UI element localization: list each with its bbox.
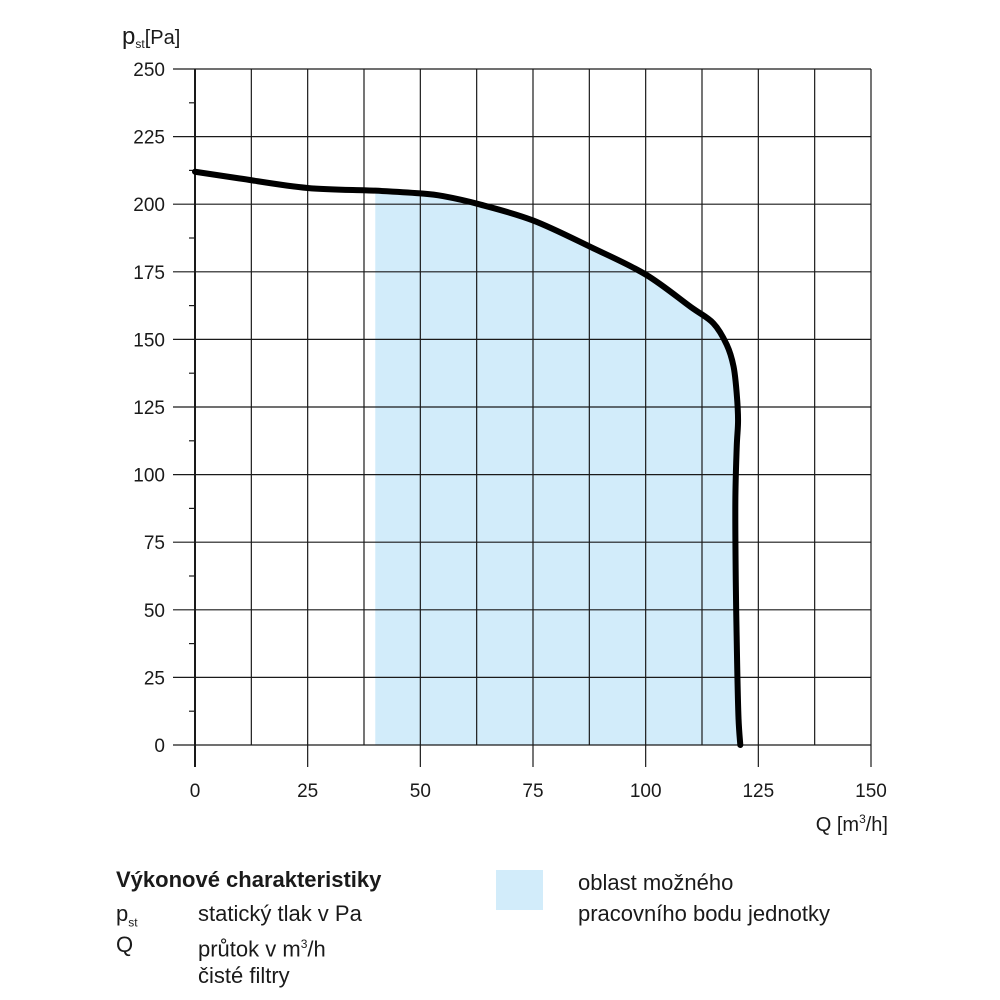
legend-symbol-p: p	[116, 901, 129, 926]
y-tick-label: 100	[133, 466, 165, 487]
legend-title: Výkonové charakteristiky	[116, 867, 382, 892]
y-tick-label: 25	[144, 668, 165, 689]
x-tick-label: 100	[630, 781, 662, 802]
x-tick-label: 125	[742, 781, 774, 802]
y-axis-label-unit: [Pa]	[145, 27, 181, 49]
y-tick-label: 200	[133, 195, 165, 216]
legend-description-pressure: statický tlak v Pa	[198, 901, 362, 926]
legend-description-filters: čisté filtry	[198, 963, 290, 988]
y-tick-label: 225	[133, 128, 165, 149]
operating-area	[375, 190, 741, 745]
operating-area-label-line2: pracovního bodu jednotky	[578, 901, 830, 926]
y-tick-label: 150	[133, 330, 165, 351]
x-tick-label: 0	[190, 781, 201, 802]
legend-symbol-pst: pst	[116, 898, 138, 938]
x-axis-label: Q [m3/h]	[816, 812, 888, 836]
tick-labels-layer: 0 25 50 75 100 125 150 175 200 225 250 0 25 50 75 100 12…	[133, 60, 887, 802]
x-axis-label-sup: 3	[859, 812, 866, 826]
legend-description-flow-sup: 3	[300, 937, 308, 951]
operating-area-legend-label: oblast možného pracovního bodu jednotky	[578, 867, 830, 929]
y-tick-label: 50	[144, 601, 165, 622]
performance-curve	[192, 168, 744, 748]
legend-description-flow: průtok v m3/h	[198, 929, 326, 964]
legend-description-flow-tail: /h	[307, 936, 326, 962]
x-axis-label-main: Q [m	[816, 814, 859, 836]
y-tick-label: 125	[133, 398, 165, 419]
y-tick-label: 75	[144, 533, 165, 554]
legend-symbol-st: st	[128, 915, 138, 930]
grid-layer	[173, 68, 872, 767]
operating-area-label-line1: oblast možného	[578, 870, 734, 895]
curve-layer	[192, 168, 744, 748]
x-axis-label-tail: /h]	[866, 814, 888, 836]
operating-area-swatch	[496, 870, 543, 910]
operating-area-layer	[375, 190, 741, 745]
y-tick-label: 0	[154, 736, 165, 757]
legend-description-flow-main: průtok v m	[198, 936, 301, 962]
x-tick-label: 75	[522, 781, 543, 802]
y-axis-label: pst[Pa]	[122, 23, 180, 51]
y-axis-label-sub: st	[135, 37, 145, 51]
x-tick-label: 25	[297, 781, 318, 802]
y-axis-label-main: p	[122, 23, 135, 50]
legend-symbol-q: Q	[116, 932, 134, 957]
x-tick-label: 50	[410, 781, 431, 802]
x-tick-label: 150	[855, 781, 887, 802]
performance-chart: 0 25 50 75 100 125 150 175 200 225 250 0 25 50 75 100 12…	[122, 23, 888, 836]
y-tick-label: 175	[133, 263, 165, 284]
y-tick-label: 250	[133, 60, 165, 81]
